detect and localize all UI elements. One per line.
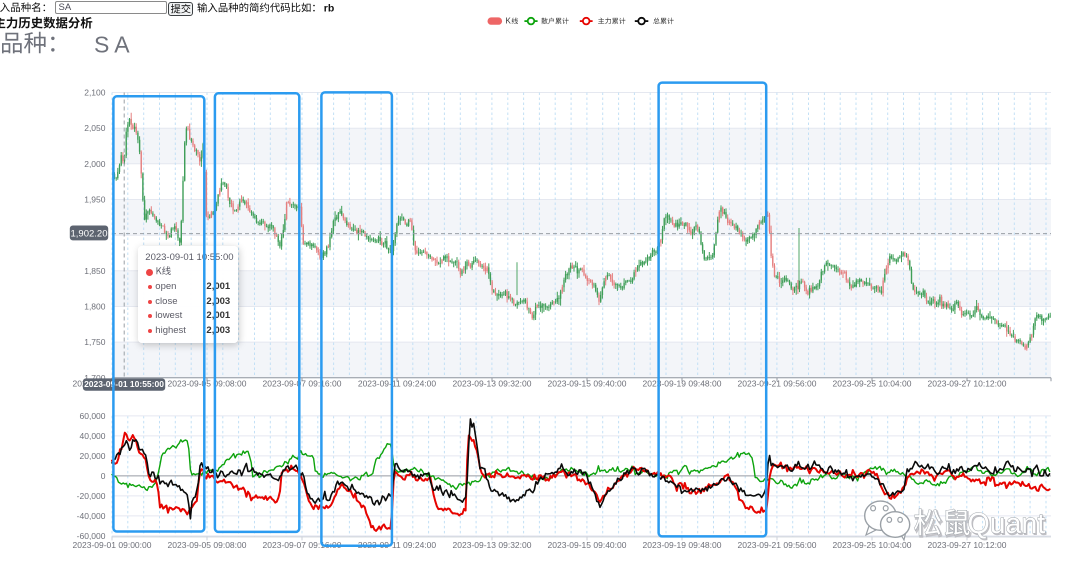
svg-text:2023-09-01 10:55:00: 2023-09-01 10:55:00	[84, 379, 164, 389]
svg-text:2023-09-01 09:00:00: 2023-09-01 09:00:00	[73, 540, 152, 550]
svg-text:2023-09-15 09:40:00: 2023-09-15 09:40:00	[548, 379, 627, 389]
svg-text:2023-09-25 10:04:00: 2023-09-25 10:04:00	[833, 379, 912, 389]
svg-text:60,000: 60,000	[80, 411, 106, 421]
svg-text:2,000: 2,000	[84, 159, 106, 169]
svg-text:1,902.20: 1,902.20	[71, 228, 108, 239]
svg-text:A: A	[114, 32, 130, 58]
svg-text:2023-09-21 09:56:00: 2023-09-21 09:56:00	[738, 379, 817, 389]
svg-text:2023-09-11 09:24:00: 2023-09-11 09:24:00	[358, 540, 437, 550]
svg-text:2023-09-07 09:16:00: 2023-09-07 09:16:00	[263, 379, 342, 389]
svg-text:40,000: 40,000	[80, 431, 106, 441]
svg-text:Quant: Quant	[968, 508, 1046, 540]
svg-text:2023-09-19 09:48:00: 2023-09-19 09:48:00	[643, 540, 722, 550]
svg-text:1,850: 1,850	[84, 266, 106, 276]
svg-text:S: S	[94, 32, 109, 58]
svg-text:2,100: 2,100	[84, 88, 106, 98]
svg-text:-20,000: -20,000	[77, 491, 106, 501]
svg-text:-60,000: -60,000	[77, 531, 106, 541]
svg-text:1,800: 1,800	[84, 302, 106, 312]
svg-text:2023-09-13 09:32:00: 2023-09-13 09:32:00	[453, 540, 532, 550]
svg-text:1,700: 1,700	[84, 373, 106, 383]
svg-text:1,750: 1,750	[84, 337, 106, 347]
svg-text:20,000: 20,000	[80, 451, 106, 461]
svg-text:2023-09-13 09:32:00: 2023-09-13 09:32:00	[453, 379, 532, 389]
svg-text:2023-09-11 09:24:00: 2023-09-11 09:24:00	[358, 379, 437, 389]
svg-text:2023-09-25 10:04:00: 2023-09-25 10:04:00	[833, 540, 912, 550]
svg-text:2,050: 2,050	[84, 123, 106, 133]
svg-text:2023-09-27 10:12:00: 2023-09-27 10:12:00	[928, 379, 1007, 389]
svg-text:2023-09-15 09:40:00: 2023-09-15 09:40:00	[548, 540, 627, 550]
svg-text:2023-09-21 09:56:00: 2023-09-21 09:56:00	[738, 540, 817, 550]
svg-text:-40,000: -40,000	[77, 511, 106, 521]
svg-text:2023-09-07 09:16:00: 2023-09-07 09:16:00	[263, 540, 342, 550]
svg-text:2023-09-19 09:48:00: 2023-09-19 09:48:00	[643, 379, 722, 389]
svg-text:1,950: 1,950	[84, 195, 106, 205]
svg-text:2023-09-05 09:08:00: 2023-09-05 09:08:00	[168, 540, 247, 550]
svg-text:K: K	[506, 17, 512, 26]
svg-text:2023-09-05 09:08:00: 2023-09-05 09:08:00	[168, 379, 247, 389]
svg-text:0: 0	[101, 471, 106, 481]
svg-text:2023-09-27 10:12:00: 2023-09-27 10:12:00	[928, 540, 1007, 550]
svg-text:rb: rb	[324, 2, 335, 14]
